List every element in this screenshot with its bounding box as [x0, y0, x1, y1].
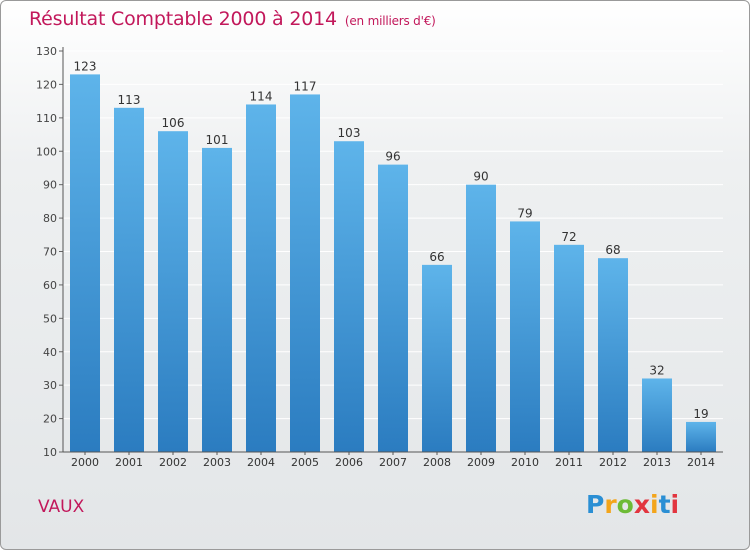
bar-2002 — [158, 131, 188, 452]
x-tick-label: 2008 — [423, 456, 451, 469]
value-label: 96 — [385, 150, 400, 164]
bar-2014 — [686, 421, 716, 452]
x-tick-label: 2011 — [555, 456, 583, 469]
value-label: 90 — [473, 170, 488, 184]
y-tick-label: 60 — [43, 279, 57, 292]
bar-2004 — [246, 104, 276, 452]
value-label: 101 — [206, 133, 229, 147]
y-tick-label: 40 — [43, 346, 57, 359]
y-tick-label: 80 — [43, 212, 57, 225]
value-label: 113 — [118, 93, 141, 107]
value-label: 72 — [561, 230, 576, 244]
y-tick-label: 130 — [36, 45, 57, 58]
x-tick-label: 2012 — [599, 456, 627, 469]
proxiti-logo: Proxiti — [586, 490, 680, 519]
x-tick-label: 2014 — [687, 456, 715, 469]
y-tick-label: 50 — [43, 312, 57, 325]
place-name: VAUX — [38, 497, 85, 517]
x-tick-label: 2007 — [379, 456, 407, 469]
x-tick-label: 2004 — [247, 456, 275, 469]
bar-2008 — [422, 264, 452, 452]
value-label: 32 — [649, 363, 664, 377]
x-tick-label: 2000 — [71, 456, 99, 469]
value-label: 103 — [338, 126, 361, 140]
value-label: 19 — [693, 407, 708, 421]
x-tick-label: 2005 — [291, 456, 319, 469]
value-label: 114 — [250, 89, 273, 103]
x-tick-label: 2009 — [467, 456, 495, 469]
x-tick-label: 2013 — [643, 456, 671, 469]
value-label: 123 — [74, 59, 97, 73]
y-tick-label: 100 — [36, 145, 57, 158]
chart-title-text: Résultat Comptable 2000 à 2014 — [29, 8, 337, 30]
bar-2001 — [114, 107, 144, 452]
y-tick-label: 70 — [43, 246, 57, 259]
x-tick-label: 2003 — [203, 456, 231, 469]
value-label: 79 — [517, 206, 532, 220]
bar-2011 — [554, 244, 584, 452]
value-label: 66 — [429, 250, 444, 264]
y-tick-label: 20 — [43, 413, 57, 426]
bars — [70, 74, 716, 453]
bar-2003 — [202, 147, 232, 453]
y-tick-label: 30 — [43, 379, 57, 392]
x-tick-label: 2006 — [335, 456, 363, 469]
y-tick-label: 110 — [36, 112, 57, 125]
value-label: 106 — [162, 116, 185, 130]
value-label: 68 — [605, 243, 620, 257]
bar-2009 — [466, 184, 496, 452]
bar-2013 — [642, 378, 672, 452]
value-labels: 123 113 106 101 114 117 103 96 66 90 79 72 68 32 19 — [74, 59, 709, 421]
chart-subtitle: (en milliers d'€) — [344, 14, 436, 28]
bar-2005 — [290, 94, 320, 453]
x-tick-label: 2001 — [115, 456, 143, 469]
x-tick-label: 2010 — [511, 456, 539, 469]
bar-2007 — [378, 164, 408, 452]
axes: 10 20 30 40 50 60 70 80 90 100 110 120 130 2000 2001 20… — [36, 45, 723, 469]
bar-2000 — [70, 74, 100, 453]
chart-title: Résultat Comptable 2000 à 2014 (en millie… — [29, 8, 436, 30]
value-label: 117 — [294, 79, 317, 93]
y-tick-label: 90 — [43, 179, 57, 192]
bar-2006 — [334, 141, 364, 452]
y-tick-label: 120 — [36, 78, 57, 91]
x-tick-label: 2002 — [159, 456, 187, 469]
bar-2012 — [598, 258, 628, 452]
bar-2010 — [510, 221, 540, 452]
y-tick-label: 10 — [43, 446, 57, 459]
